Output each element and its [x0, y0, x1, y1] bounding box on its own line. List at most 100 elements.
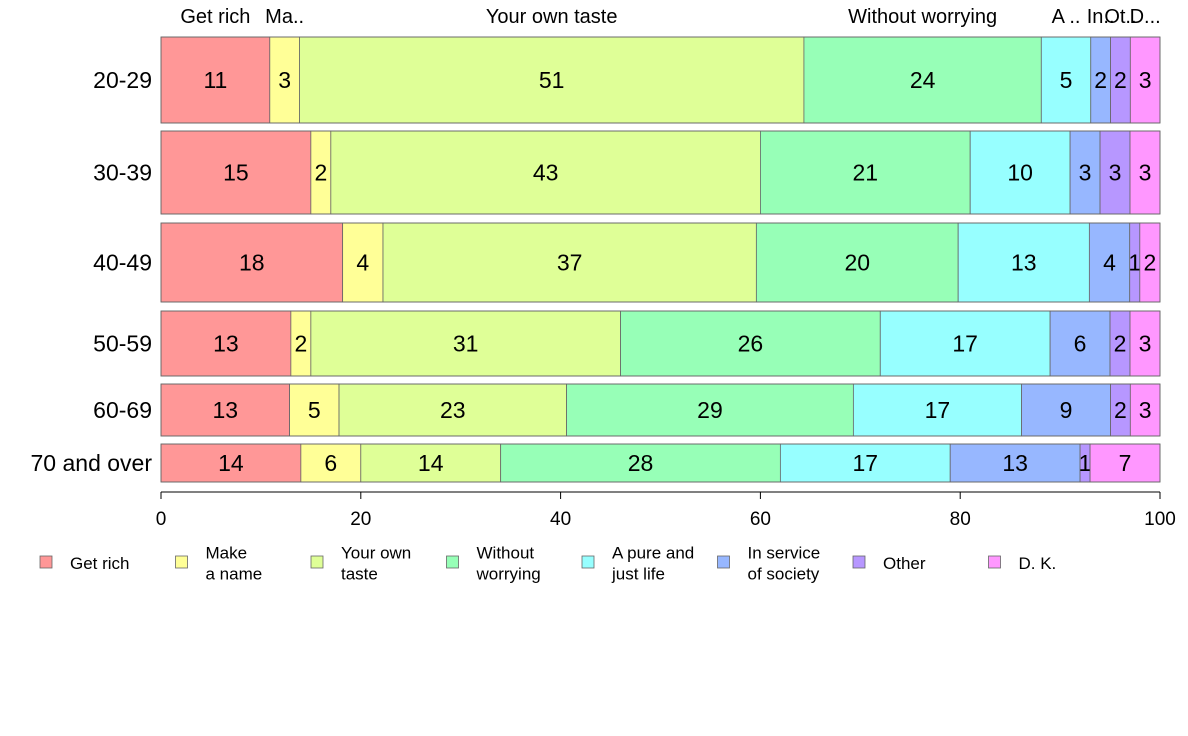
data-label-a-pure-and-just-life-20-29: 5 — [1060, 67, 1073, 93]
top-label-in-service-of-society: In.. — [1087, 6, 1115, 28]
data-label-d-k-60-69: 3 — [1139, 397, 1152, 423]
bar-segment-without-worrying-40-49 — [755, 222, 959, 303]
bar-segment-without-worrying-70-and-over — [500, 443, 781, 483]
legend-label-in-service-of-society-line-1: In service — [748, 544, 821, 563]
bar-segment-d-k-30-39 — [1129, 130, 1161, 215]
data-label-get-rich-40-49: 18 — [239, 250, 265, 276]
data-label-make-a-name-50-59: 2 — [294, 331, 307, 357]
data-label-other-20-29: 2 — [1114, 67, 1127, 93]
data-label-in-service-of-society-70-and-over: 13 — [1002, 450, 1028, 476]
bar-segment-get-rich-20-29 — [160, 36, 271, 124]
bar-segment-make-a-name-70-and-over — [300, 443, 362, 483]
data-label-other-50-59: 2 — [1114, 331, 1127, 357]
legend-swatch-other — [852, 555, 866, 569]
data-label-d-k-70-and-over: 7 — [1119, 450, 1132, 476]
bar-segment-in-service-of-society-70-and-over — [949, 443, 1081, 483]
bar-segment-in-service-of-society-30-39 — [1069, 130, 1101, 215]
data-label-your-own-taste-20-29: 51 — [539, 67, 565, 93]
bar-frame-50-59 — [160, 310, 1161, 377]
bar-segment-in-service-of-society-40-49 — [1088, 222, 1131, 303]
data-label-a-pure-and-just-life-50-59: 17 — [952, 331, 978, 357]
top-label-make-a-name: Ma.. — [265, 6, 304, 28]
bar-segment-your-own-taste-50-59 — [310, 310, 621, 377]
data-label-your-own-taste-50-59: 31 — [453, 331, 479, 357]
data-label-other-40-49: 1 — [1128, 250, 1141, 276]
bar-frame-40-49 — [160, 222, 1161, 303]
data-label-in-service-of-society-50-59: 6 — [1074, 331, 1087, 357]
legend-label-other: Other — [883, 554, 926, 573]
x-tick-label-0: 0 — [156, 509, 167, 530]
row-label-40-49: 40-49 — [93, 250, 152, 276]
data-label-d-k-20-29: 3 — [1139, 67, 1152, 93]
legend: Get rich Make a name Your own taste Without wo… — [39, 544, 1056, 584]
data-label-d-k-50-59: 3 — [1139, 331, 1152, 357]
data-label-without-worrying-40-49: 20 — [844, 250, 870, 276]
bar-segment-your-own-taste-30-39 — [330, 130, 761, 215]
legend-swatch-without-worrying — [446, 555, 459, 569]
row-label-50-59: 50-59 — [93, 331, 152, 357]
top-label-your-own-taste: Your own taste — [486, 6, 618, 28]
x-tick-label-100: 100 — [1144, 509, 1176, 530]
data-label-in-service-of-society-40-49: 4 — [1103, 250, 1116, 276]
legend-label-make-a-name-line-1: Make — [206, 544, 248, 563]
bar-segment-get-rich-50-59 — [160, 310, 292, 377]
bar-segment-a-pure-and-just-life-70-and-over — [779, 443, 951, 483]
data-label-your-own-taste-60-69: 23 — [440, 397, 466, 423]
bar-segment-make-a-name-40-49 — [342, 222, 384, 303]
row-label-60-69: 60-69 — [93, 397, 152, 423]
bar-segment-d-k-50-59 — [1129, 310, 1161, 377]
data-label-a-pure-and-just-life-70-and-over: 17 — [852, 450, 878, 476]
data-label-make-a-name-20-29: 3 — [278, 67, 291, 93]
data-label-make-a-name-30-39: 2 — [314, 160, 327, 186]
bar-segment-get-rich-30-39 — [160, 130, 312, 215]
bar-segment-a-pure-and-just-life-40-49 — [957, 222, 1090, 303]
legend-label-in-service-of-society-line-2: of society — [748, 565, 820, 584]
data-label-without-worrying-60-69: 29 — [697, 397, 723, 423]
data-label-a-pure-and-just-life-60-69: 17 — [925, 397, 951, 423]
row-labels: 20-29 30-39 40-49 50-59 60-69 70 and over — [31, 67, 153, 476]
bar-segment-without-worrying-20-29 — [803, 36, 1042, 124]
data-label-other-60-69: 2 — [1114, 397, 1127, 423]
top-label-get-rich: Get rich — [180, 6, 250, 28]
data-label-your-own-taste-30-39: 43 — [533, 160, 559, 186]
x-tick-label-60: 60 — [750, 509, 771, 530]
x-tick-label-20: 20 — [350, 509, 371, 530]
data-label-a-pure-and-just-life-30-39: 10 — [1007, 160, 1033, 186]
data-label-make-a-name-60-69: 5 — [308, 397, 321, 423]
legend-label-without-worrying-line-1: Without — [477, 544, 535, 563]
data-label-make-a-name-70-and-over: 6 — [324, 450, 337, 476]
bar-segment-in-service-of-society-50-59 — [1049, 310, 1111, 377]
data-label-make-a-name-40-49: 4 — [356, 250, 369, 276]
top-label-without-worrying: Without worrying — [848, 6, 997, 28]
data-label-without-worrying-70-and-over: 28 — [628, 450, 654, 476]
legend-swatch-your-own-taste — [310, 555, 324, 569]
top-label-other: Ot.. — [1104, 6, 1136, 28]
data-label-in-service-of-society-30-39: 3 — [1079, 160, 1092, 186]
bar-segment-without-worrying-60-69 — [566, 383, 854, 437]
data-label-in-service-of-society-60-69: 9 — [1060, 397, 1073, 423]
data-label-without-worrying-30-39: 21 — [852, 160, 878, 186]
data-label-get-rich-20-29: 11 — [203, 67, 227, 93]
legend-swatch-d-k — [988, 555, 1001, 569]
data-label-d-k-30-39: 3 — [1139, 160, 1152, 186]
legend-label-a-pure-and-just-life-line-1: A pure and — [612, 544, 694, 563]
data-label-other-30-39: 3 — [1109, 160, 1122, 186]
bar-frame-30-39 — [160, 130, 1161, 215]
top-label-d-k: D... — [1130, 6, 1161, 28]
data-label-get-rich-60-69: 13 — [212, 397, 238, 423]
bar-segment-your-own-taste-70-and-over — [360, 443, 502, 483]
top-label-a-pure-and-just-life: A .. — [1052, 6, 1081, 28]
data-label-get-rich-70-and-over: 14 — [218, 450, 244, 476]
legend-label-make-a-name-line-2: a name — [206, 565, 263, 584]
row-label-70-and-over: 70 and over — [31, 450, 153, 476]
row-label-30-39: 30-39 — [93, 160, 152, 186]
bar-frame-60-69 — [160, 383, 1161, 437]
legend-swatch-get-rich — [39, 555, 53, 569]
bar-frame-20-29 — [160, 36, 1161, 124]
data-label-without-worrying-20-29: 24 — [910, 67, 936, 93]
bar-segment-in-service-of-society-60-69 — [1021, 383, 1111, 437]
legend-label-without-worrying-line-2: worrying — [476, 565, 541, 584]
data-label-in-service-of-society-20-29: 2 — [1094, 67, 1107, 93]
legend-swatch-make-a-name — [175, 555, 188, 569]
